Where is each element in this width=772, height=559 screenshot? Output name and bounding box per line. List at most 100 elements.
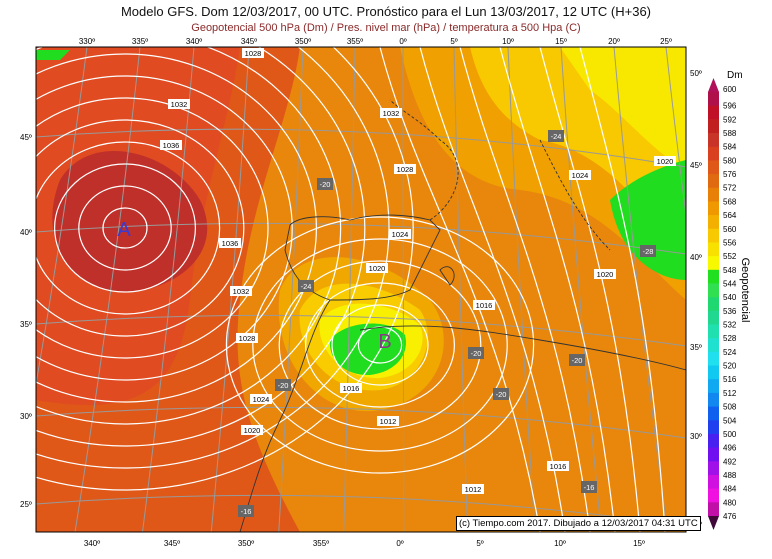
isobar-label: 1024 [392,230,409,239]
colorbar-tick: 580 [723,156,737,165]
colorbar-band [708,406,719,421]
credit-text: (c) Tiempo.com 2017. Dibujado a 12/03/20… [456,516,701,531]
colorbar-band [708,215,719,230]
colorbar-tick: 520 [723,362,737,371]
colorbar-band [708,461,719,476]
colorbar-tick: 600 [723,85,737,94]
lat-label: 50º [690,69,702,78]
colorbar-band [708,310,719,326]
colorbar-tick: 560 [723,225,737,234]
colorbar-tick: 500 [723,430,737,439]
colorbar-tick: 536 [723,307,737,316]
colorbar-bottom-arrow [708,516,719,530]
lat-label: 35º [690,343,702,352]
colorbar-band [708,133,719,148]
colorbar-band [708,420,719,435]
lon-label: 345º [164,539,180,548]
lon-label: 20º [608,37,620,46]
colorbar-tick: 524 [723,348,737,357]
lon-label: 350º [295,37,311,46]
lon-label: 335º [132,37,148,46]
colorbar-tick: 596 [723,102,737,111]
colorbar-band [708,379,719,394]
isobar-label: 1028 [245,49,262,58]
colorbar-band [708,283,719,298]
colorbar-band [708,447,719,462]
colorbar-band [708,297,719,312]
colorbar-tick: 568 [723,197,737,206]
isobar-label: 1016 [343,384,360,393]
colorbar-band [708,228,719,243]
lon-label: 330º [79,37,95,46]
coastlines [239,99,686,532]
colorbar-tick: 588 [723,129,737,138]
lon-label: 5º [450,37,457,46]
isobar-label: 1028 [397,165,414,174]
isobar-label: 1024 [572,171,589,180]
lat-label: 30º [20,412,32,421]
colorbar-tick: 572 [723,184,737,193]
colorbar-tick: 532 [723,321,737,330]
colorbar-tick: 516 [723,375,737,384]
lon-label: 10º [554,539,566,548]
lon-label: 350º [238,539,254,548]
temperature-label: -16 [584,483,595,492]
colorbar-tick: 504 [723,416,737,425]
isobar-label: 1012 [380,417,397,426]
lon-label: 10º [502,37,514,46]
isobar-label: 1020 [597,270,614,279]
lon-label: 340º [84,539,100,548]
isobar-label: 1012 [465,485,482,494]
isobar-label: 1028 [239,334,256,343]
colorbar-band [708,242,719,257]
temperature-label: -20 [471,349,482,358]
colorbar-band [708,92,719,107]
colorbar-band [708,187,719,202]
colorbar-top-arrow [708,78,719,92]
isobar-label: 1016 [476,301,493,310]
pressure-center-A: A [117,219,131,241]
lon-label: 355º [313,539,329,548]
colorbar-tick: 576 [723,170,737,179]
temperature-label: -28 [643,247,654,256]
colorbar-tick: 496 [723,444,737,453]
isobar-label: 1024 [253,395,270,404]
colorbar-tick: 584 [723,143,737,152]
lat-label: 40º [690,253,702,262]
lat-label: 30º [690,432,702,441]
temperature-label: -20 [572,356,583,365]
colorbar-band [708,119,719,134]
colorbar-tick: 508 [723,403,737,412]
map-title: Modelo GFS. Dom 12/03/2017, 00 UTC. Pron… [120,4,652,19]
isobar-label: 1032 [171,100,188,109]
isobar-label: 1020 [244,426,261,435]
colorbar-tick: 492 [723,457,737,466]
lon-label: 15º [555,37,567,46]
isobar-label: 1036 [163,141,180,150]
colorbar-band [708,488,719,503]
temperature-label: -16 [241,507,252,516]
colorbar: 600 596 592 588 584 580 576 572 568 564 560 556 552 5… [708,78,737,530]
temperature-label: -24 [301,282,312,291]
lon-label: 25º [660,37,672,46]
colorbar-tick: 564 [723,211,737,220]
colorbar-label: Geopotencial [739,258,751,323]
colorbar-band [708,392,719,408]
lat-label: 45º [690,161,702,170]
lat-label: 25º [20,500,32,509]
temperature-label: -20 [496,390,507,399]
lon-label: 5º [476,539,483,548]
lon-label: 355º [347,37,363,46]
isobar-label: 1020 [369,264,386,273]
lon-label: 340º [186,37,202,46]
isobars [0,0,665,532]
colorbar-band [708,351,719,367]
colorbar-tick: 484 [723,485,737,494]
colorbar-band [708,433,719,449]
lat-label: 45º [20,133,32,142]
colorbar-tick: 488 [723,471,737,480]
lon-label: 345º [241,37,257,46]
temperature-label: -24 [551,132,562,141]
colorbar-tick: 480 [723,498,737,507]
